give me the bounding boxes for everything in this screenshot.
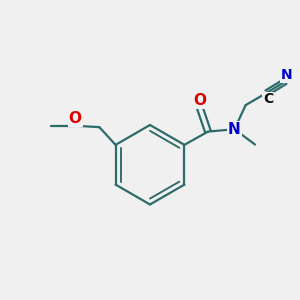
Text: C: C (263, 92, 273, 106)
Text: O: O (69, 111, 82, 126)
Text: O: O (193, 94, 206, 109)
Text: N: N (228, 122, 241, 137)
Text: N: N (280, 68, 292, 82)
